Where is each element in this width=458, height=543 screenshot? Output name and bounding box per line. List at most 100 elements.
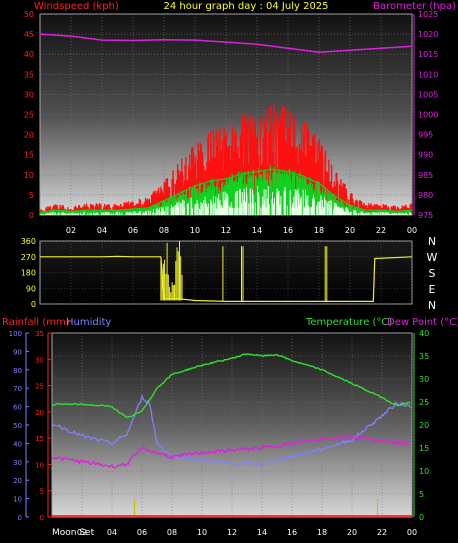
wind-y-tick: 0 (29, 211, 34, 220)
compass-w: W (427, 251, 438, 264)
compass-labels: N W S E N (427, 235, 438, 312)
wind-series (39, 33, 413, 215)
wind-x-tick: 02 (66, 226, 76, 235)
baro-y-tick: 1005 (418, 90, 438, 99)
direction-series (40, 241, 413, 302)
direction-y-tick: 0 (31, 300, 36, 309)
humidity-y-axis: 0 10 20 30 40 50 60 70 80 90 100 (9, 330, 29, 522)
baro-y-tick: 1010 (418, 70, 438, 79)
baro-y-tick: 975 (418, 211, 433, 220)
wind-y-tick: 15 (24, 151, 34, 160)
humidity-y-tick: 100 (9, 330, 22, 338)
temp-x-tick: 02 (77, 528, 87, 537)
temp-x-axis: 02 04 06 08 10 12 14 16 18 20 22 00 (77, 528, 417, 537)
rain-y-tick: 15 (35, 435, 44, 443)
wind-x-tick: 12 (221, 226, 231, 235)
baro-y-axis: 975 980 985 990 995 1000 1005 1010 1015 1020 1025 (413, 10, 438, 220)
wind-x-tick: 16 (283, 226, 293, 235)
temp-x-tick: 18 (317, 528, 327, 537)
temp-x-tick: 22 (377, 528, 387, 537)
wind-axis-label: Windspeed (kph) (34, 1, 119, 12)
humidity-y-tick: 20 (13, 477, 22, 485)
wind-y-tick: 35 (24, 70, 34, 79)
temp-series (51, 353, 412, 517)
humidity-y-tick: 90 (13, 348, 22, 356)
windspeed-avg-line (39, 168, 413, 214)
temp-x-tick: 20 (347, 528, 357, 537)
temp-y-tick: 35 (419, 352, 429, 361)
windspeed-min-bars (40, 186, 412, 215)
temp-x-tick: 10 (197, 528, 207, 537)
compass-e: E (429, 283, 436, 296)
baro-y-tick: 1015 (418, 50, 438, 59)
temp-x-tick: 16 (287, 528, 297, 537)
wind-x-tick: 10 (190, 226, 200, 235)
wind-x-tick: 00 (407, 226, 417, 235)
temp-y-axis: 0 5 10 15 20 25 30 35 40 (413, 329, 429, 522)
baro-y-tick: 1025 (418, 10, 438, 19)
temp-y-tick: 20 (419, 421, 429, 430)
rain-y-tick: 35 (35, 330, 44, 338)
humidity-y-tick: 50 (13, 422, 22, 430)
baro-y-tick: 1020 (418, 30, 438, 39)
baro-axis-label: Barometer (hpa) (373, 1, 456, 12)
wind-y-axis: 0 5 10 15 20 25 30 35 40 45 50 (24, 10, 34, 220)
temp-grid (52, 332, 413, 518)
compass-n-bottom: N (428, 299, 436, 312)
wind-y-tick: 30 (24, 90, 34, 99)
compass-n-top: N (428, 235, 436, 248)
direction-spikes (160, 241, 328, 302)
direction-y-tick: 270 (21, 253, 36, 262)
temp-y-tick: 15 (419, 444, 429, 453)
baro-y-tick: 990 (418, 151, 433, 160)
direction-y-tick: 90 (26, 284, 36, 293)
wind-x-tick: 14 (252, 226, 262, 235)
humidity-y-tick: 30 (13, 459, 22, 467)
rain-y-tick: 0 (40, 514, 44, 522)
temp-x-tick: 14 (257, 528, 267, 537)
barometer-line (39, 33, 413, 53)
dewpoint-line (51, 434, 411, 469)
temp-y-tick: 25 (419, 398, 429, 407)
wind-y-tick: 5 (29, 191, 34, 200)
chart-title: 24 hour graph day : 04 July 2025 (163, 1, 328, 12)
humidity-y-tick: 40 (13, 440, 22, 448)
rain-y-tick: 5 (40, 488, 44, 496)
temp-x-tick: 06 (137, 528, 147, 537)
direction-grid (40, 240, 413, 305)
wind-x-tick: 06 (128, 226, 138, 235)
temp-x-tick: 12 (227, 528, 237, 537)
rain-y-tick: 10 (35, 461, 44, 469)
temp-x-tick: 08 (167, 528, 177, 537)
temp-x-tick: 00 (407, 528, 417, 537)
baro-y-tick: 1000 (418, 111, 438, 120)
compass-s: S (429, 267, 436, 280)
wind-x-tick: 18 (314, 226, 324, 235)
wind-x-axis: 02 04 06 08 10 12 14 16 18 20 22 00 (66, 226, 417, 235)
rain-y-axis: 0 5 10 15 20 25 30 35 (35, 330, 51, 522)
humidity-y-tick: 0 (18, 514, 22, 522)
temp-y-tick: 10 (419, 467, 429, 476)
temp-y-tick: 30 (419, 375, 429, 384)
moon-set-label: Moon Set (52, 528, 95, 538)
wind-y-tick: 40 (24, 50, 34, 59)
temp-y-tick: 0 (419, 513, 424, 522)
temperature-line (51, 353, 411, 419)
wind-y-tick: 20 (24, 131, 34, 140)
baro-y-tick: 980 (418, 191, 433, 200)
temperature-axis-label: Temperature (°C) (305, 317, 392, 328)
humidity-y-tick: 70 (13, 385, 22, 393)
humidity-line (51, 393, 412, 467)
humidity-axis-label: Humidity (66, 317, 111, 328)
direction-y-tick: 180 (21, 269, 36, 278)
wind-y-tick: 10 (24, 171, 34, 180)
direction-y-axis: 0 90 180 270 360 (21, 237, 36, 309)
wind-y-tick: 45 (24, 30, 34, 39)
direction-y-tick: 360 (21, 237, 36, 246)
baro-y-tick: 995 (418, 131, 433, 140)
wind-x-tick: 08 (159, 226, 169, 235)
temp-x-tick: 04 (107, 528, 117, 537)
humidity-y-tick: 60 (13, 404, 22, 412)
wind-y-tick: 50 (24, 10, 34, 19)
